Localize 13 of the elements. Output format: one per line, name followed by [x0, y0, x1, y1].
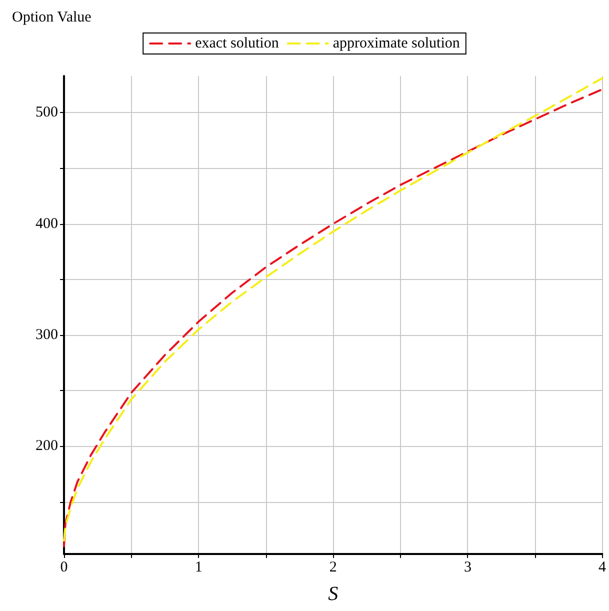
legend-label: exact solution	[195, 36, 280, 52]
x-tick-label: 3	[464, 560, 472, 576]
y-tick-label: 400	[36, 216, 58, 232]
y-tick-label: 200	[36, 438, 58, 454]
y-axis-title: Option Value	[12, 10, 92, 26]
x-tick-label: 2	[329, 560, 337, 576]
y-tick-label: 500	[36, 104, 58, 121]
x-axis-title: S	[328, 583, 338, 605]
y-tick-label: 300	[36, 327, 58, 344]
legend-label: approximate solution	[332, 36, 460, 52]
x-tick-label: 0	[60, 560, 68, 576]
x-tick-label: 4	[598, 560, 606, 576]
x-tick-label: 1	[194, 560, 202, 576]
